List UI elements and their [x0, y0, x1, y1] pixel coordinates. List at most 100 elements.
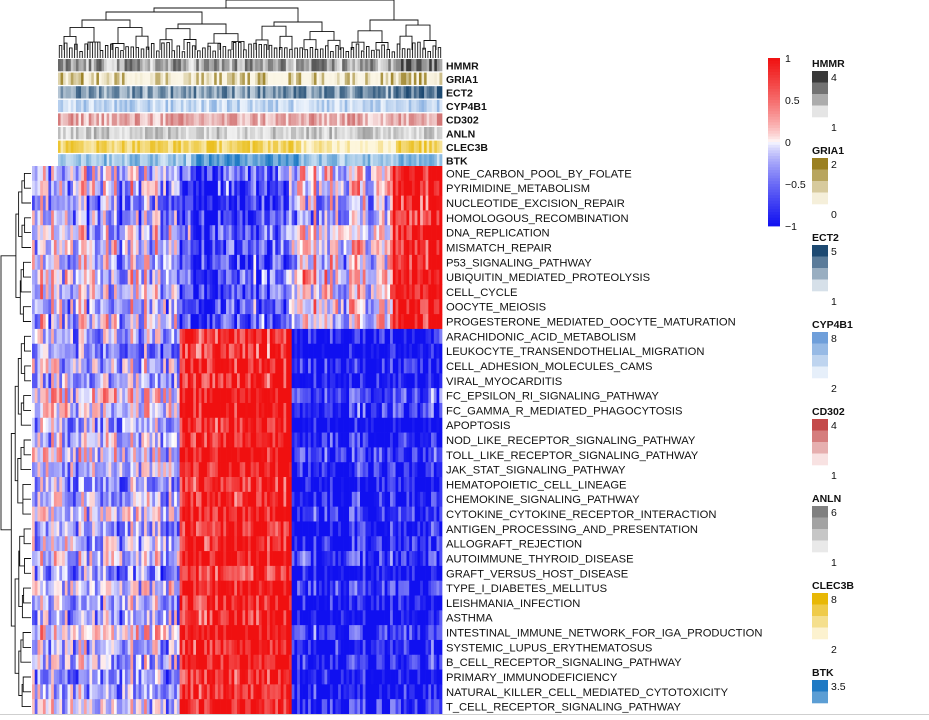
heatmap-cell	[291, 358, 295, 374]
annotation-cell-cyp4b1	[308, 99, 312, 113]
annotation-cell-clec3b	[93, 140, 97, 153]
heatmap-cell	[83, 417, 88, 433]
heatmap-cell	[171, 225, 175, 241]
heatmap-cell	[111, 195, 115, 211]
heatmap-cell	[414, 180, 418, 196]
annotation-cell-clec3b	[91, 140, 95, 153]
heatmap-cell	[324, 284, 328, 300]
heatmap-cell	[370, 358, 375, 374]
heatmap-cell	[258, 521, 262, 537]
heatmap-cell	[190, 328, 194, 345]
heatmap-cell	[365, 240, 369, 256]
annotation-cell-gria1	[398, 72, 402, 85]
heatmap-cell	[209, 314, 213, 330]
annotation-cell-btk	[265, 154, 269, 167]
heatmap-cell	[239, 195, 243, 211]
heatmap-cell	[223, 432, 227, 448]
heatmap-cell	[261, 284, 265, 300]
heatmap-cell	[149, 269, 153, 285]
heatmap-cell	[384, 388, 388, 404]
heatmap-cell	[286, 195, 290, 211]
heatmap-cell	[436, 417, 440, 433]
heatmap-cell	[256, 343, 260, 359]
heatmap-cell	[321, 195, 325, 211]
heatmap-cell	[220, 447, 224, 463]
heatmap-cell	[92, 432, 96, 448]
heatmap-cell	[365, 491, 369, 507]
heatmap-cell	[253, 314, 257, 330]
heatmap-cell	[187, 195, 191, 211]
annotation-cell-btk	[360, 154, 363, 167]
heatmap-cell	[299, 180, 303, 196]
heatmap-cell	[100, 254, 104, 271]
heatmap-cell	[329, 240, 334, 256]
heatmap-cell	[354, 343, 358, 359]
heatmap-cell	[436, 210, 440, 226]
annotation-cell-cd302	[216, 113, 220, 126]
heatmap-cell	[73, 210, 77, 226]
heatmap-cell	[185, 417, 189, 433]
heatmap-cell	[185, 166, 189, 182]
heatmap-cell	[223, 506, 227, 522]
heatmap-cell	[436, 477, 440, 493]
heatmap-cell	[228, 225, 232, 241]
heatmap-cell	[141, 299, 145, 315]
heatmap-cell	[286, 506, 290, 522]
annotation-cell-gria1	[104, 72, 107, 85]
annotation-cell-gria1	[390, 72, 394, 85]
heatmap-cell	[155, 195, 159, 211]
heatmap-cell	[122, 328, 126, 345]
heatmap-cell	[62, 299, 66, 315]
heatmap-cell	[357, 358, 361, 374]
heatmap-cell	[403, 210, 407, 226]
heatmap-cell	[346, 195, 350, 211]
heatmap-cell	[280, 373, 284, 389]
annotation-cell-hmmr	[290, 59, 294, 72]
annotation-cell-btk	[180, 154, 184, 167]
annotation-cell-gria1	[285, 72, 289, 85]
heatmap-cell	[422, 417, 426, 433]
heatmap-cell	[73, 477, 77, 493]
heatmap-cell	[414, 402, 418, 419]
heatmap-cell	[392, 166, 396, 182]
heatmap-cell	[141, 521, 145, 537]
heatmap-cell	[196, 225, 200, 241]
heatmap-cell	[201, 521, 205, 537]
heatmap-cell	[272, 254, 276, 271]
annotation-cell-cd302	[111, 113, 115, 126]
heatmap-cell	[253, 373, 257, 389]
heatmap-cell	[86, 225, 90, 241]
heatmap-cell	[53, 536, 57, 552]
annotation-cell-hmmr	[301, 59, 305, 72]
heatmap-cell	[417, 462, 421, 478]
heatmap-cell	[313, 477, 317, 493]
heatmap-cell	[299, 314, 303, 330]
heatmap-cell	[319, 328, 323, 345]
heatmap-cell	[357, 491, 361, 507]
heatmap-cell	[187, 254, 191, 271]
heatmap-cell	[217, 447, 221, 463]
heatmap-cell	[34, 358, 38, 374]
heatmap-cell	[329, 166, 334, 182]
heatmap-cell	[288, 358, 293, 374]
heatmap-cell	[59, 447, 63, 463]
heatmap-cell	[354, 462, 358, 478]
annotation-cell-hmmr	[160, 59, 164, 72]
annotation-cell-gria1	[186, 72, 189, 85]
heatmap-cell	[346, 373, 350, 389]
heatmap-cell	[171, 269, 175, 285]
annotation-cell-anln	[191, 127, 195, 140]
heatmap-cell	[288, 240, 293, 256]
heatmap-cell	[92, 269, 96, 285]
heatmap-cell	[387, 284, 391, 300]
annotation-cell-clec3b	[221, 140, 225, 153]
heatmap-cell	[433, 477, 437, 493]
heatmap-cell	[379, 225, 383, 241]
heatmap-cell	[97, 225, 101, 241]
heatmap-cell	[327, 521, 331, 537]
heatmap-cell	[422, 358, 426, 374]
heatmap-cell	[176, 447, 180, 463]
heatmap-cell	[403, 491, 407, 507]
heatmap-cell	[228, 299, 232, 315]
heatmap-cell	[45, 284, 49, 300]
